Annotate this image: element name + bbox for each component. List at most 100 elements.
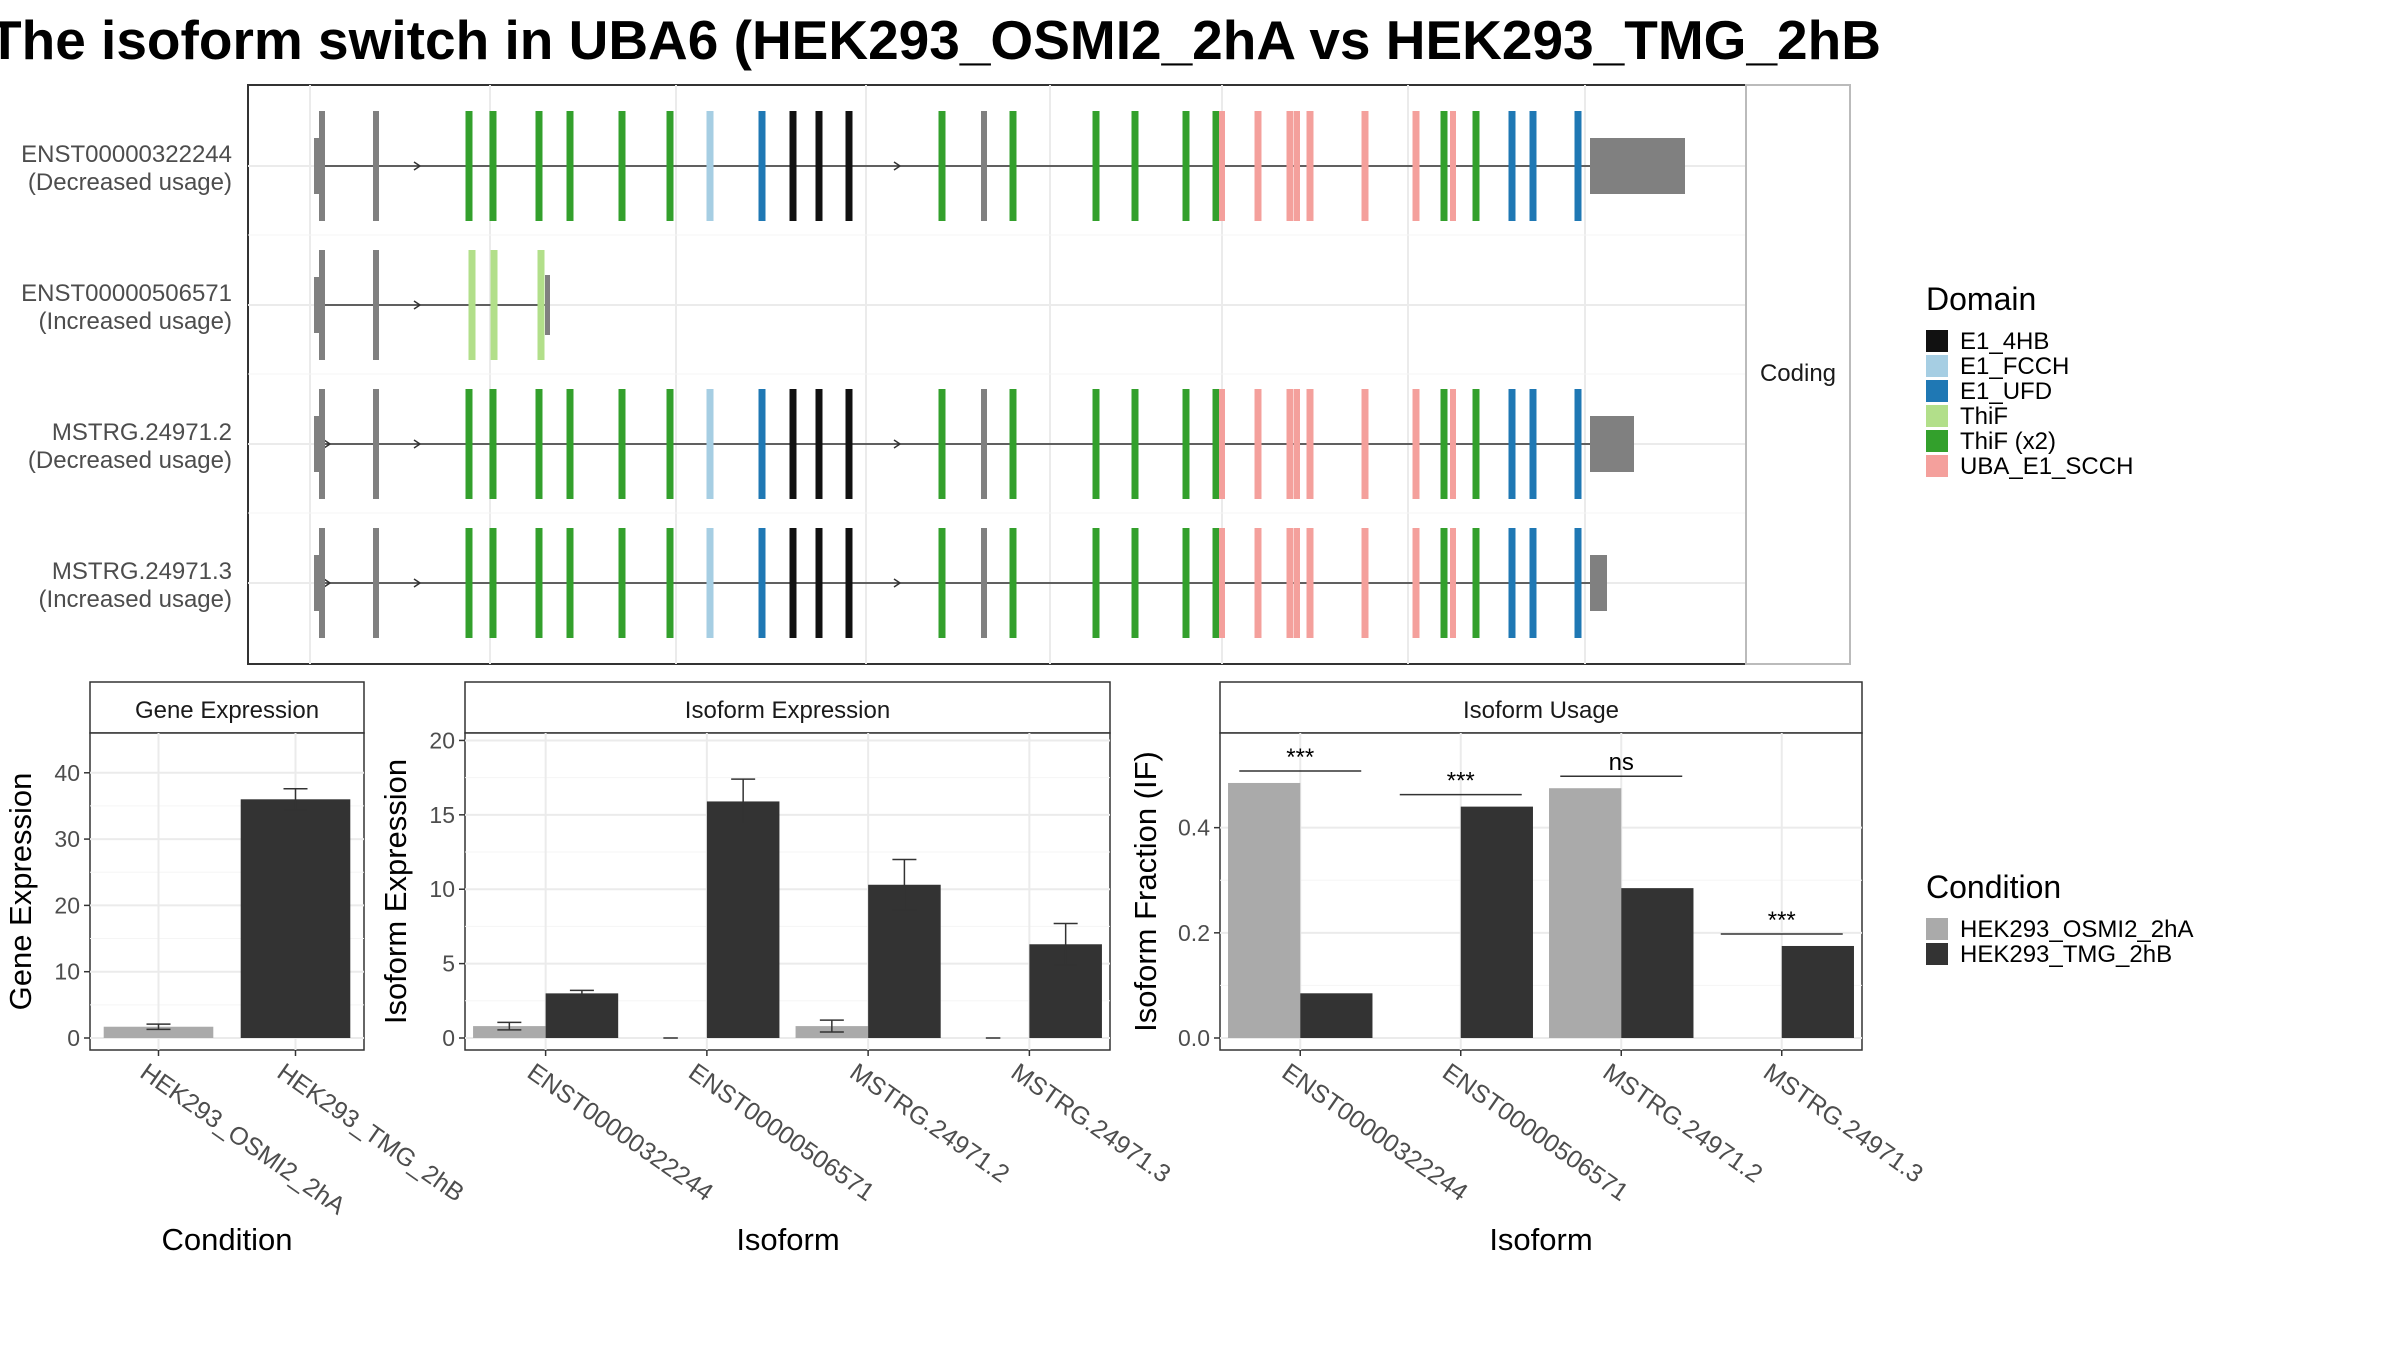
- exon-e1-4hb: [789, 111, 797, 221]
- exon-thif-x2-: [1182, 111, 1190, 221]
- exon-thif-x2-: [1131, 389, 1139, 499]
- strand-arrow: [413, 161, 422, 171]
- strand-arrow: [893, 578, 902, 588]
- condition-legend-swatch: [1926, 943, 1948, 965]
- x-axis-title: Isoform: [736, 1222, 839, 1257]
- bar: [1621, 888, 1694, 1038]
- exon-thif-x2-: [666, 111, 674, 221]
- exon-thif-x2-: [489, 528, 497, 638]
- bar: [1549, 788, 1622, 1038]
- exon-thif-x2-: [938, 528, 946, 638]
- exon-e1-4hb: [789, 389, 797, 499]
- condition-legend-label: HEK293_OSMI2_2hA: [1960, 916, 2193, 943]
- exon-thif: [537, 250, 545, 360]
- exon-e1-ufd: [1529, 528, 1537, 638]
- exon-thif-x2-: [465, 111, 473, 221]
- exon-uba-e1-scch: [1306, 111, 1314, 221]
- exon-e1-ufd: [758, 389, 766, 499]
- exon-thif-x2-: [535, 111, 543, 221]
- exon-e1-ufd: [1574, 528, 1582, 638]
- exon-uba-e1-scch: [1219, 528, 1225, 638]
- bar-panel-3: Isoform Usage0.00.20.4***ENST00000322244…: [1128, 681, 1928, 1257]
- transcript-id-label: ENST00000506571: [21, 280, 232, 307]
- exon-e1-ufd: [758, 111, 766, 221]
- exon-uba-e1-scch: [1361, 528, 1369, 638]
- exon-utr: [373, 111, 379, 221]
- exon-e1-ufd: [1574, 389, 1582, 499]
- panel-strip: [1219, 681, 1863, 734]
- exon-uba-e1-scch: [1286, 389, 1294, 499]
- exon-thif-x2-: [465, 389, 473, 499]
- exon-uba-e1-scch: [1306, 389, 1314, 499]
- bar: [1300, 993, 1373, 1038]
- bar: [473, 1026, 546, 1038]
- exon-e1-4hb: [815, 389, 823, 499]
- exon-thif-x2-: [1440, 389, 1448, 499]
- exon-uba-e1-scch: [1219, 389, 1225, 499]
- transcript-id-label: MSTRG.24971.3: [52, 558, 232, 585]
- domain-legend-swatch: [1926, 405, 1948, 427]
- domain-legend-label: E1_4HB: [1960, 328, 2049, 355]
- transcript-id-label: ENST00000322244: [21, 141, 232, 168]
- exon-uba-e1-scch: [1254, 389, 1262, 499]
- domain-legend-swatch: [1926, 430, 1948, 452]
- utr-3prime: [1590, 416, 1634, 472]
- y-tick-label: 20: [54, 892, 80, 918]
- exon-thif-x2-: [938, 389, 946, 499]
- exon-e1-4hb: [815, 111, 823, 221]
- exon-thif-x2-: [566, 528, 574, 638]
- bar: [240, 799, 351, 1038]
- panel-strip-title: Isoform Expression: [685, 697, 890, 724]
- transcript-usage-label: (Increased usage): [39, 586, 232, 613]
- utr-5prime: [314, 416, 321, 472]
- bar: [1460, 806, 1533, 1038]
- panel-strip: [464, 681, 1111, 734]
- condition-legend-swatch: [1926, 918, 1948, 940]
- strand-arrow: [893, 439, 902, 449]
- exon-thif-x2-: [1212, 528, 1220, 638]
- strand-arrow: [413, 578, 422, 588]
- exon-thif-x2-: [1182, 389, 1190, 499]
- exon-uba-e1-scch: [1412, 111, 1420, 221]
- y-tick-label: 15: [429, 802, 455, 828]
- exon-uba-e1-scch: [1294, 389, 1300, 499]
- exon-e1-ufd: [1574, 111, 1582, 221]
- exon-thif-x2-: [566, 111, 574, 221]
- domain-legend-label: ThiF (x2): [1960, 428, 2056, 455]
- utr-3prime: [1590, 555, 1607, 611]
- domain-legend-label: E1_UFD: [1960, 378, 2052, 405]
- domain-legend-swatch: [1926, 455, 1948, 477]
- exon-thif-x2-: [1092, 528, 1100, 638]
- exon-thif-x2-: [1472, 111, 1480, 221]
- utr-5prime: [314, 555, 321, 611]
- exon-thif-x2-: [666, 528, 674, 638]
- exon-uba-e1-scch: [1219, 111, 1225, 221]
- exon-thif-x2-: [1472, 528, 1480, 638]
- exon-e1-fcch: [706, 389, 714, 499]
- y-axis-title: Gene Expression: [3, 773, 38, 1011]
- exon-uba-e1-scch: [1361, 111, 1369, 221]
- exon-utr: [373, 389, 379, 499]
- exon-utr: [319, 528, 325, 638]
- exon-e1-4hb: [845, 111, 853, 221]
- x-axis-title: Isoform: [1489, 1222, 1592, 1257]
- exon-uba-e1-scch: [1294, 528, 1300, 638]
- exon-uba-e1-scch: [1412, 528, 1420, 638]
- exon-thif-x2-: [1009, 389, 1017, 499]
- exon-thif-x2-: [465, 528, 473, 638]
- y-tick-label: 30: [54, 826, 80, 852]
- x-axis-title: Condition: [162, 1222, 293, 1257]
- x-tick-label: MSTRG.24971.2: [845, 1058, 1015, 1189]
- chart-title: The isoform switch in UBA6 (HEK293_OSMI2…: [0, 9, 1881, 71]
- y-tick-label: 0.0: [1178, 1025, 1210, 1051]
- domain-legend-label: E1_FCCH: [1960, 353, 2069, 380]
- exon-e1-ufd: [1508, 389, 1516, 499]
- exon-thif-x2-: [489, 389, 497, 499]
- exon-e1-4hb: [815, 528, 823, 638]
- domain-legend-swatch: [1926, 380, 1948, 402]
- exon-thif-x2-: [618, 111, 626, 221]
- exon-uba-e1-scch: [1306, 528, 1314, 638]
- exon-e1-4hb: [845, 528, 853, 638]
- exon-utr: [373, 250, 379, 360]
